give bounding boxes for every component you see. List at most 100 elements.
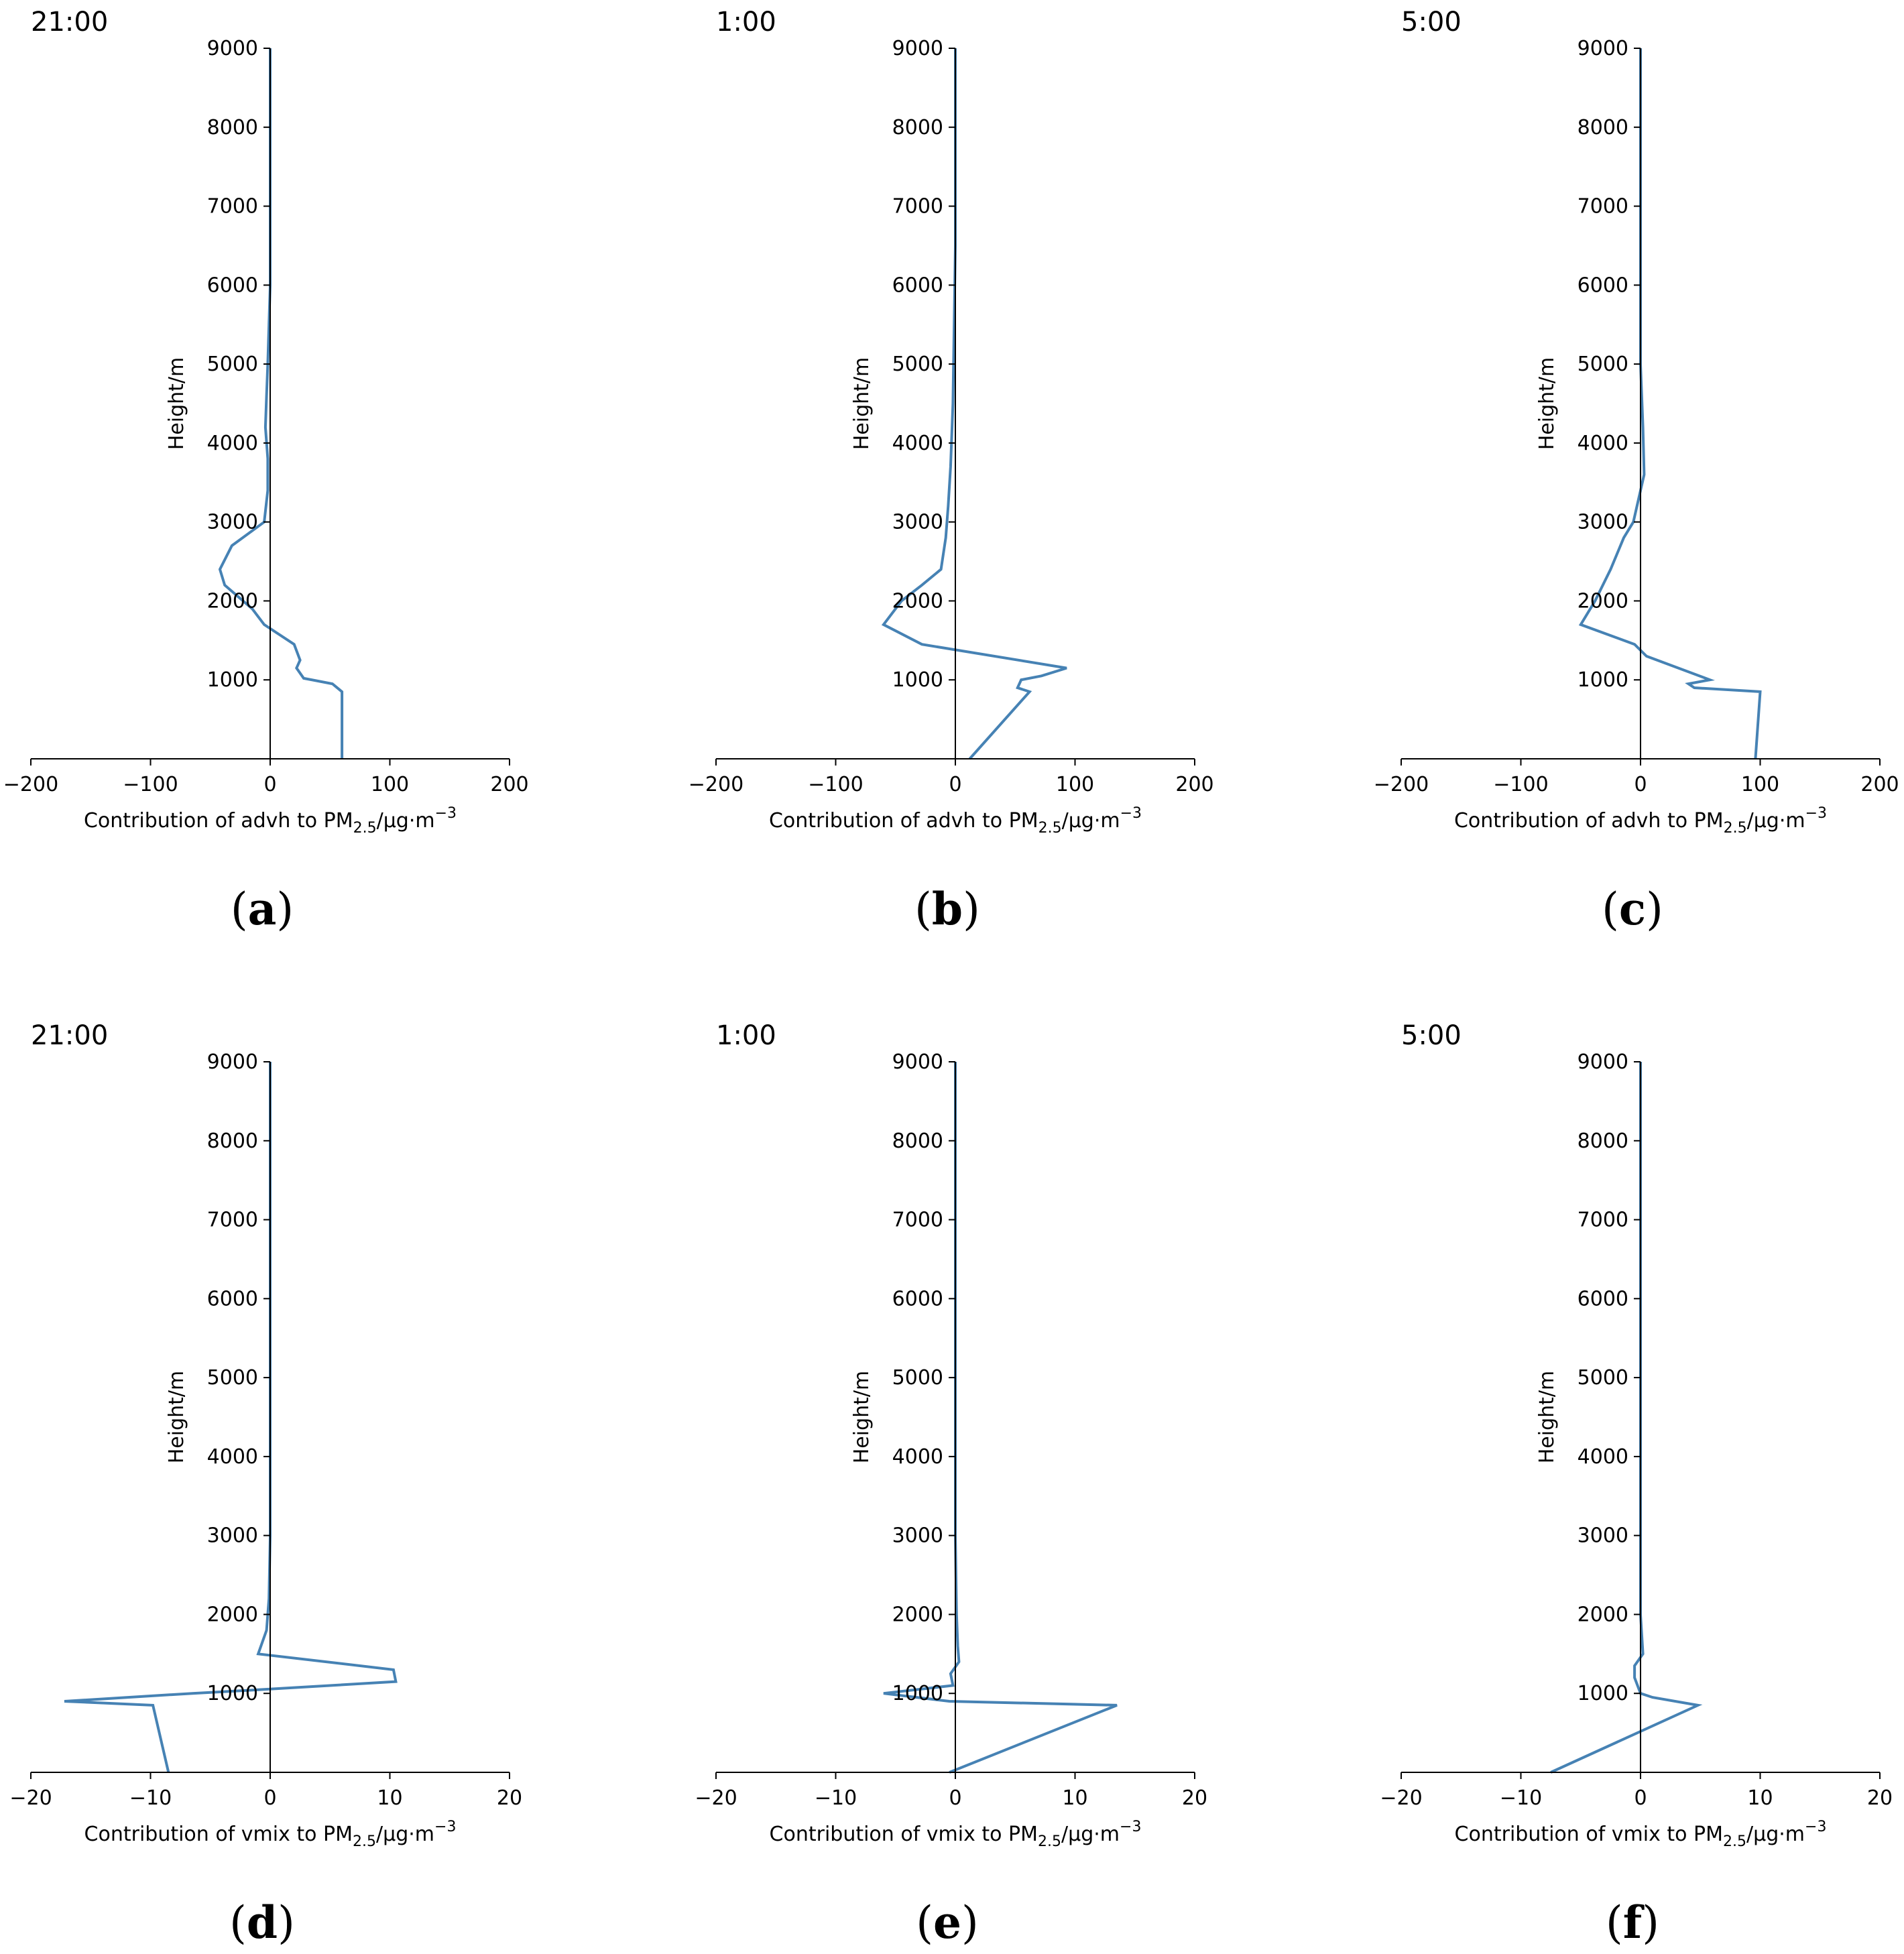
panel-b-y-tick-label: 8000: [892, 116, 943, 139]
panel-a-y-tick-label: 5000: [207, 353, 258, 376]
panel-c-y-tick-label: 6000: [1578, 273, 1628, 297]
panel-a-y-tick-label: 6000: [207, 273, 258, 297]
panel-e-x-tick-label: 10: [1062, 1786, 1087, 1810]
panel-d-time-label: 21:00: [31, 1020, 108, 1051]
panel-a-x-tick-label: 100: [371, 773, 409, 796]
panel-e-y-tick-label: 3000: [892, 1524, 943, 1548]
panel-b-y-tick-label: 1000: [892, 668, 943, 692]
panel-c-y-tick-label: 9000: [1578, 37, 1628, 60]
panel-a-y-tick-label: 8000: [207, 116, 258, 139]
panel-c-x-tick-label: 0: [1634, 773, 1647, 796]
panel-d-y-axis-label: Height/m: [165, 1371, 188, 1464]
panel-c-y-tick-label: 5000: [1578, 353, 1628, 376]
panel-b-y-tick-label: 5000: [892, 353, 943, 376]
panel-f-y-tick-label: 1000: [1578, 1682, 1628, 1705]
panel-d-y-tick-label: 7000: [207, 1209, 258, 1232]
panel-b-y-tick-label: 7000: [892, 195, 943, 219]
panel-d-x-tick-label: 10: [377, 1786, 402, 1810]
panel-a-y-tick-label: 7000: [207, 195, 258, 219]
panel-e-time-label: 1:00: [716, 1020, 776, 1051]
panel-c: 5:00 −200 −100 0 100 200 1000 2000 3000 4000 5000 6…: [1374, 7, 1899, 935]
panel-a-x-tick-label: −200: [3, 773, 58, 796]
panel-f-label: (f): [1606, 1896, 1659, 1949]
panel-f-y-axis-label: Height/m: [1535, 1371, 1559, 1464]
panel-f-y-tick-label: 8000: [1578, 1129, 1628, 1153]
panel-d-y-tick-label: 2000: [207, 1603, 258, 1626]
panel-d-y-tick-label: 9000: [207, 1050, 258, 1074]
panel-e-x-tick-label: 20: [1182, 1786, 1207, 1810]
panel-d-x-tick-label: 0: [263, 1786, 276, 1810]
panel-d-label: (d): [229, 1896, 295, 1949]
panel-e-x-tick-label: −10: [815, 1786, 857, 1810]
panel-c-y-tick-label: 1000: [1578, 668, 1628, 692]
panel-e-y-tick-label: 1000: [892, 1682, 943, 1705]
panel-d-y-tick-label: 4000: [207, 1445, 258, 1469]
panel-e-x-axis-label: Contribution of vmix to PM2.5/μg·m−3: [770, 1819, 1142, 1850]
panel-c-y-tick-label: 4000: [1578, 432, 1628, 455]
panel-c-y-tick-label: 8000: [1578, 116, 1628, 139]
panel-f-y-tick-label: 4000: [1578, 1445, 1628, 1469]
panel-b-x-tick-label: 100: [1056, 773, 1094, 796]
panel-b-profile-line: [881, 48, 1067, 760]
panel-f-y-tick-label: 2000: [1578, 1603, 1628, 1626]
panel-a-y-axis-label: Height/m: [165, 357, 188, 450]
panel-a-y-tick-label: 3000: [207, 511, 258, 534]
panel-d-y-tick-label: 1000: [207, 1682, 258, 1705]
panel-c-y-tick-label: 3000: [1578, 511, 1628, 534]
panel-a-y-tick-label: 1000: [207, 668, 258, 692]
panel-d-x-axis-label: Contribution of vmix to PM2.5/μg·m−3: [84, 1819, 457, 1850]
panel-d-y-tick-label: 6000: [207, 1287, 258, 1310]
panel-e-y-tick-label: 7000: [892, 1209, 943, 1232]
panel-d-profile-line: [64, 1062, 398, 1773]
panel-e-y-tick-label: 4000: [892, 1445, 943, 1469]
panel-b-y-axis-label: Height/m: [850, 357, 874, 450]
panel-c-x-axis-label: Contribution of advh to PM2.5/μg·m−3: [1454, 805, 1827, 837]
panel-f-y-tick-label: 7000: [1578, 1209, 1628, 1232]
panel-c-x-tick-label: 200: [1860, 773, 1899, 796]
panel-a-x-tick-label: 0: [263, 773, 276, 796]
panel-e-y-tick-label: 5000: [892, 1366, 943, 1390]
panel-b-x-axis-label: Contribution of advh to PM2.5/μg·m−3: [769, 805, 1142, 837]
panel-e-x-tick-label: 0: [949, 1786, 961, 1810]
panel-e-profile-line: [883, 1062, 1118, 1774]
panel-b-x-tick-label: 200: [1175, 773, 1213, 796]
panel-c-x-tick-label: 100: [1741, 773, 1779, 796]
panel-f: 5:00 −20 −10 0 10 20 1000 2000 3000 4000 5000 6000 7…: [1380, 1020, 1893, 1949]
panel-f-y-tick-label: 9000: [1578, 1050, 1628, 1074]
panel-f-x-tick-label: 0: [1634, 1786, 1647, 1810]
panel-d-x-tick-label: 20: [497, 1786, 522, 1810]
panel-f-y-tick-label: 3000: [1578, 1524, 1628, 1548]
panel-e-y-tick-label: 8000: [892, 1129, 943, 1153]
panel-e-y-axis-label: Height/m: [850, 1371, 874, 1464]
panel-e-y-tick-label: 9000: [892, 1050, 943, 1074]
panel-f-y-tick-label: 5000: [1578, 1366, 1628, 1390]
panel-f-y-tick-label: 6000: [1578, 1287, 1628, 1310]
panel-c-y-axis-label: Height/m: [1535, 357, 1559, 450]
panel-c-x-tick-label: −100: [1493, 773, 1548, 796]
panel-f-profile-line: [1550, 1062, 1703, 1774]
panel-c-y-tick-label: 2000: [1578, 589, 1628, 613]
panel-a-y-tick-label: 9000: [207, 37, 258, 60]
panel-c-time-label: 5:00: [1401, 7, 1462, 38]
panel-c-y-tick-label: 7000: [1578, 195, 1628, 219]
panel-a-x-tick-label: −100: [123, 773, 178, 796]
panel-b-x-tick-label: −100: [808, 773, 863, 796]
panel-e-y-tick-label: 2000: [892, 1603, 943, 1626]
panel-a-y-tick-label: 2000: [207, 589, 258, 613]
panel-b-x-tick-label: 0: [949, 773, 961, 796]
panel-b-label: (b): [914, 883, 980, 935]
panel-e: 1:00 −20 −10 0 10 20 1000 2000 3000 4000 5000 6000 7…: [695, 1020, 1207, 1949]
panel-b-y-tick-label: 9000: [892, 37, 943, 60]
panel-d-y-tick-label: 5000: [207, 1366, 258, 1390]
panel-a-x-tick-label: 200: [490, 773, 528, 796]
panel-a-time-label: 21:00: [31, 7, 108, 38]
panel-d-x-tick-label: −20: [9, 1786, 52, 1810]
panel-f-x-tick-label: 10: [1747, 1786, 1773, 1810]
panel-b-time-label: 1:00: [716, 7, 776, 38]
panel-f-x-tick-label: −10: [1500, 1786, 1542, 1810]
panel-d: 21:00 −20 −10 0 10 20 1000 2000 3000 4000 5000 6000…: [9, 1020, 522, 1949]
panel-e-x-tick-label: −20: [695, 1786, 737, 1810]
panel-f-x-tick-label: 20: [1867, 1786, 1893, 1810]
panel-d-x-tick-label: −10: [129, 1786, 172, 1810]
panel-c-x-tick-label: −200: [1374, 773, 1429, 796]
